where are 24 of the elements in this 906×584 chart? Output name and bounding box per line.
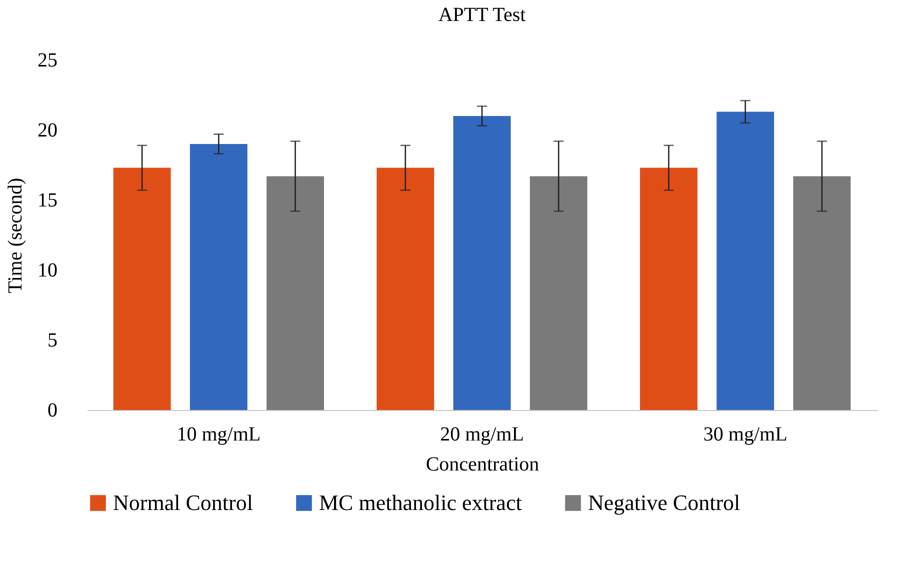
bar [530,176,588,410]
legend-label: Normal Control [113,490,253,515]
bar [376,168,434,410]
y-tick-label: 20 [38,120,58,142]
x-axis-title: Concentration [426,454,540,476]
legend-label: Negative Control [588,490,740,515]
y-tick-label: 10 [38,260,58,282]
x-tick-label: 30 mg/mL [703,424,788,446]
y-tick-label: 5 [48,330,58,352]
bar [266,176,324,410]
y-tick-label: 15 [38,190,58,212]
y-axis-title: Time (second) [4,178,26,294]
bar [716,112,774,410]
y-tick-label: 25 [38,50,58,72]
x-tick-label: 20 mg/mL [440,424,524,446]
bar [640,168,698,410]
x-tick-label: 10 mg/mL [176,424,261,446]
bar [793,176,851,410]
legend-label: MC methanolic extract [319,490,522,515]
chart-title: APTT Test [438,4,526,26]
bar [113,168,171,410]
bar [453,116,511,410]
y-tick-label: 0 [48,400,58,422]
bar [190,144,248,410]
